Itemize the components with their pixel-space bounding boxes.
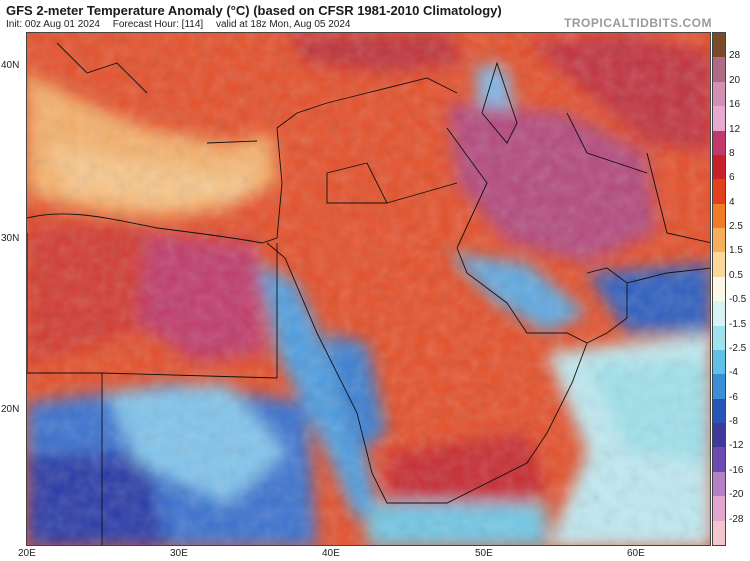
init-time: Init: 00z Aug 01 2024 <box>6 19 100 30</box>
colorbar-label: -4 <box>729 367 738 379</box>
colorbar-label: -16 <box>729 464 744 476</box>
brand-watermark: TROPICALTIDBITS.COM <box>564 16 712 30</box>
colorbar-label: 8 <box>729 147 735 159</box>
colorbar-swatch <box>713 325 725 350</box>
colorbar-label: -8 <box>729 416 738 428</box>
map-canvas <box>27 33 710 545</box>
colorbar <box>712 32 726 546</box>
map-title: GFS 2-meter Temperature Anomaly (°C) (ba… <box>6 3 502 18</box>
colorbar-label: -12 <box>729 440 744 452</box>
colorbar-label: 4 <box>729 196 735 208</box>
colorbar-swatch <box>713 276 725 302</box>
lon-label-60e: 60E <box>627 548 645 559</box>
colorbar-label: -1.5 <box>729 318 747 330</box>
colorbar-swatch <box>713 374 725 399</box>
anomaly-map <box>26 32 711 546</box>
colorbar-label: 6 <box>729 172 735 184</box>
colorbar-swatch <box>713 496 725 521</box>
colorbar-swatch <box>713 349 725 375</box>
colorbar-swatch <box>713 398 725 423</box>
colorbar-label: -28 <box>729 513 744 525</box>
colorbar-label: -20 <box>729 489 744 501</box>
colorbar-label: 1.5 <box>729 245 743 257</box>
colorbar-swatch <box>713 520 725 545</box>
lat-label-20n: 20N <box>1 404 20 415</box>
colorbar-label: 16 <box>729 99 741 111</box>
lat-label-40n: 40N <box>1 60 20 71</box>
colorbar-label: 0.5 <box>729 269 743 281</box>
colorbar-swatch <box>713 228 725 253</box>
country-borders <box>27 42 710 545</box>
colorbar-swatch <box>713 106 725 131</box>
lat-label-30n: 30N <box>1 233 20 244</box>
colorbar-swatch <box>713 57 725 82</box>
lon-label-20e: 20E <box>18 548 36 559</box>
colorbar-label: 12 <box>729 123 741 135</box>
colorbar-label: 2.5 <box>729 221 743 233</box>
valid-time: valid at 18z Mon, Aug 05 2024 <box>215 19 351 30</box>
lon-label-50e: 50E <box>475 548 493 559</box>
colorbar-swatch <box>713 179 725 204</box>
colorbar-swatch <box>713 423 725 448</box>
colorbar-label: 28 <box>729 50 741 62</box>
colorbar-swatch <box>713 81 725 107</box>
colorbar-label: 20 <box>729 74 741 86</box>
colorbar-swatch <box>713 203 725 228</box>
forecast-hour: Forecast Hour: [114] <box>112 19 204 30</box>
lon-label-30e: 30E <box>170 548 188 559</box>
colorbar-swatch <box>713 447 725 472</box>
lon-label-40e: 40E <box>322 548 340 559</box>
colorbar-swatch <box>713 154 725 180</box>
colorbar-label: -6 <box>729 391 738 403</box>
run-info: Init: 00z Aug 01 2024 Forecast Hour: [11… <box>6 19 361 30</box>
colorbar-label: -0.5 <box>729 294 747 306</box>
colorbar-swatch <box>713 130 725 155</box>
field-texture <box>27 33 710 545</box>
colorbar-swatch <box>713 33 725 58</box>
colorbar-swatch <box>713 252 725 277</box>
colorbar-swatch <box>713 471 725 497</box>
colorbar-swatch <box>713 301 725 326</box>
colorbar-label: -2.5 <box>729 342 747 354</box>
